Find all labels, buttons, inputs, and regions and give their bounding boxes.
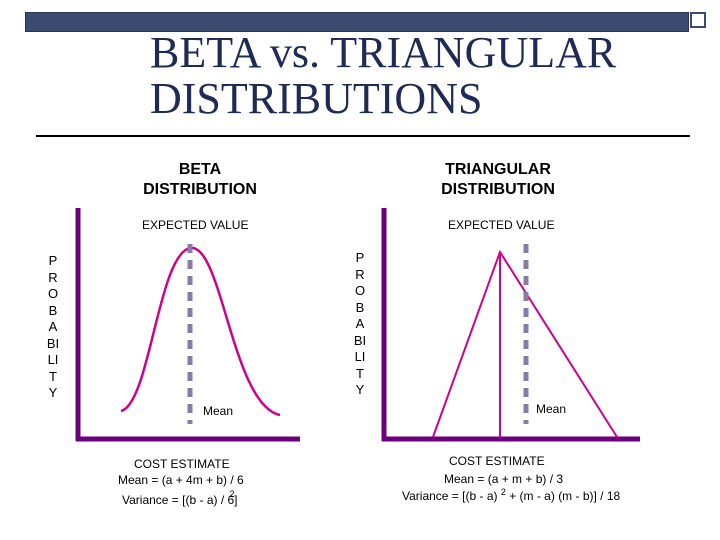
title-divider <box>36 135 690 137</box>
triangular-formula-variance-part-2: + (m - a) (m - b)] / 18 <box>509 489 621 503</box>
beta-heading-line-1: BETA <box>178 161 222 178</box>
beta-x-axis-label: COST ESTIMATE <box>134 457 230 471</box>
slide-title-line-1: BETA vs. TRIANGULAR <box>150 28 617 77</box>
beta-formula-variance-text: Variance = [(b - a) / 6] <box>122 493 238 507</box>
triangular-y-axis-label: PROBABILITY <box>353 250 367 397</box>
triangular-heading-line-1: TRIANGULAR <box>445 161 551 178</box>
triangular-heading-line-2: DISTRIBUTION <box>441 181 555 198</box>
triangular-formula-variance-part-1: Variance = [(b - a) <box>402 489 498 503</box>
triangular-formula-variance: Variance = [(b - a) 2 + (m - a) (m - b)]… <box>402 487 702 503</box>
beta-heading: BETA DISTRIBUTION <box>100 160 300 200</box>
triangular-expected-value-label: EXPECTED VALUE <box>448 218 555 232</box>
beta-axes <box>75 208 300 442</box>
triangular-heading: TRIANGULAR DISTRIBUTION <box>398 160 598 200</box>
beta-y-axis-label: PROBABILITY <box>46 253 60 400</box>
slide-title: BETA vs. TRIANGULAR DISTRIBUTIONS <box>150 30 690 122</box>
triangular-mean-label: Mean <box>536 402 567 416</box>
beta-formula-variance: Variance = [(b - a) / 6]2 <box>122 489 322 507</box>
triangular-axes <box>381 208 640 442</box>
slide-title-line-2: DISTRIBUTIONS <box>150 74 483 123</box>
beta-heading-line-2: DISTRIBUTION <box>143 181 257 198</box>
beta-formula-variance-exponent: 2 <box>229 489 235 499</box>
triangular-formula-mean: Mean = (a + m + b) / 3 <box>444 472 564 486</box>
corner-square-decoration <box>690 12 706 28</box>
triangular-x-axis-label: COST ESTIMATE <box>449 454 545 468</box>
triangular-formula-variance-exponent: 2 <box>500 487 506 497</box>
beta-mean-label: Mean <box>203 404 234 418</box>
beta-formula-mean: Mean = (a + 4m + b) / 6 <box>118 473 244 487</box>
title-bar-decoration <box>25 12 689 32</box>
beta-distribution-curve <box>120 246 281 417</box>
beta-expected-value-label: EXPECTED VALUE <box>142 218 249 232</box>
